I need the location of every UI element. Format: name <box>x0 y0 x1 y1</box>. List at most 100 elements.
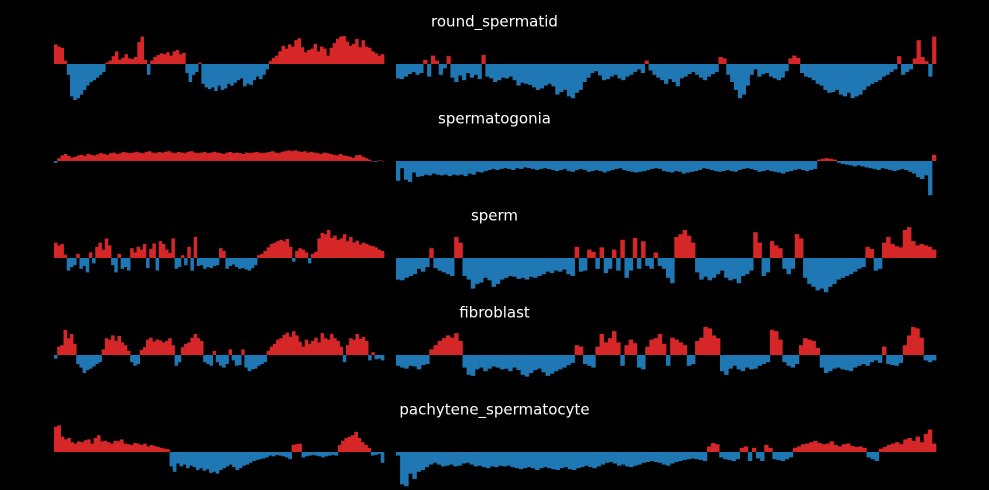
bar <box>246 64 250 84</box>
bar <box>823 64 828 90</box>
bar <box>348 45 353 64</box>
bar <box>728 258 733 281</box>
bar <box>886 445 892 452</box>
bar <box>768 447 773 452</box>
bar <box>57 425 61 452</box>
bar <box>231 355 236 361</box>
bar <box>358 47 362 64</box>
bar <box>800 64 805 73</box>
bar <box>107 339 112 355</box>
bar <box>543 452 548 468</box>
bar <box>396 64 401 79</box>
bar <box>570 64 576 99</box>
bar <box>225 355 229 364</box>
bar <box>491 258 497 287</box>
bar <box>797 161 802 169</box>
bar <box>774 245 779 258</box>
bar <box>175 50 180 64</box>
bar <box>857 258 862 269</box>
panel-title: round_spermatid <box>431 13 558 32</box>
bar <box>811 64 816 81</box>
bar <box>699 337 704 355</box>
bar <box>892 161 897 172</box>
bar <box>275 452 279 455</box>
bar <box>466 355 472 375</box>
bar <box>222 452 226 469</box>
bar <box>728 355 733 369</box>
bar <box>248 452 253 463</box>
bar <box>479 355 484 368</box>
bar <box>73 343 77 355</box>
bar <box>251 152 255 161</box>
bar <box>600 452 605 465</box>
bar <box>528 355 534 373</box>
bar <box>594 161 599 170</box>
bar <box>782 355 787 363</box>
bar <box>412 452 417 479</box>
bar <box>538 161 544 169</box>
bar <box>674 452 679 463</box>
bar <box>873 64 879 82</box>
bar <box>146 339 150 355</box>
bar <box>149 337 153 355</box>
bar <box>95 246 99 258</box>
bar <box>890 244 895 258</box>
bar <box>794 234 800 258</box>
bar <box>475 161 480 172</box>
bar <box>233 64 237 83</box>
bar <box>73 258 77 266</box>
bar <box>269 346 274 355</box>
bar <box>723 452 728 460</box>
bar <box>344 438 349 452</box>
bar <box>151 152 155 161</box>
bar <box>336 239 340 258</box>
bar <box>133 443 137 452</box>
bar <box>291 258 296 262</box>
bar <box>662 161 667 172</box>
bar <box>743 446 749 452</box>
bar <box>143 59 148 64</box>
bar <box>180 152 184 161</box>
bar <box>455 161 460 176</box>
bar <box>223 64 228 89</box>
bar <box>110 443 114 452</box>
bar <box>681 161 687 174</box>
bar <box>516 258 521 279</box>
bar <box>470 258 476 289</box>
bar <box>258 452 263 460</box>
bar <box>461 452 466 464</box>
bar <box>209 152 213 161</box>
bar <box>424 452 430 468</box>
bar <box>307 50 311 64</box>
bar <box>165 341 169 355</box>
bar <box>321 452 325 458</box>
bar <box>282 241 286 258</box>
bar <box>172 452 177 472</box>
bar <box>601 64 607 81</box>
bar <box>828 355 833 372</box>
bar <box>341 440 345 452</box>
bar <box>667 64 673 80</box>
segment-right <box>396 36 937 99</box>
bar <box>744 355 750 368</box>
bar <box>80 442 85 452</box>
segment-left <box>54 230 385 273</box>
bar <box>832 355 837 369</box>
bar <box>769 241 775 258</box>
bar <box>329 47 334 64</box>
bar <box>377 452 382 454</box>
bar <box>894 355 899 366</box>
bar <box>904 64 910 72</box>
bar <box>304 452 309 457</box>
bar <box>563 452 569 468</box>
bar <box>467 161 472 174</box>
bar <box>900 161 905 169</box>
bar <box>570 258 575 276</box>
bar <box>416 355 422 370</box>
bar <box>439 161 444 176</box>
bar <box>519 161 524 169</box>
bar <box>364 46 369 64</box>
bar <box>497 64 502 81</box>
bar <box>891 443 896 452</box>
bar <box>177 355 182 363</box>
